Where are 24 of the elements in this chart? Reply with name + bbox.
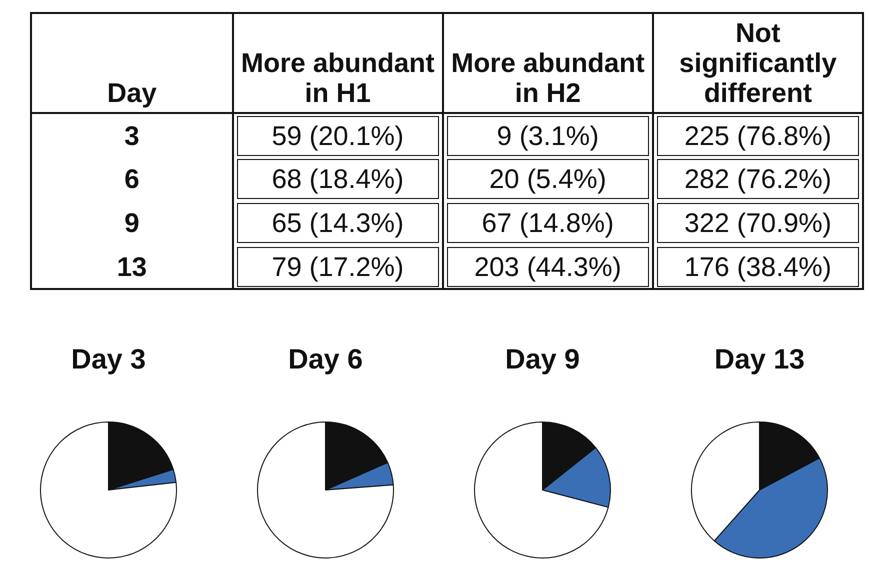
- text: 6: [123, 163, 140, 196]
- text: 68 (18.4%): [272, 164, 404, 194]
- text: 20 (5.4%): [489, 164, 606, 194]
- text: 9: [123, 207, 140, 240]
- text: 203 (44.3%): [474, 252, 622, 282]
- text: 65 (14.3%): [272, 208, 404, 238]
- chart-title: Day 9: [505, 344, 580, 374]
- text: 67 (14.8%): [482, 208, 614, 238]
- text: 176 (38.4%): [684, 252, 832, 282]
- chart-title: Day 3: [71, 344, 146, 374]
- chart-title: Day 6: [288, 344, 363, 374]
- chart-title: Day 13: [714, 344, 805, 374]
- text: 59 (20.1%): [272, 120, 404, 150]
- text: 79 (17.2%): [272, 252, 404, 282]
- text: Day: [31, 13, 233, 113]
- category-label: More abundant in H1: [240, 48, 434, 108]
- text: 9 (3.1%): [496, 120, 599, 150]
- text: 225 (76.8%): [684, 120, 832, 150]
- text: 282 (76.2%): [684, 164, 832, 194]
- text: 13: [116, 250, 148, 284]
- text: 322 (70.9%): [684, 208, 832, 238]
- text: 3: [123, 120, 140, 152]
- category-label: More abundant in H2: [451, 48, 645, 108]
- category-label: Not significantly different: [679, 18, 837, 108]
